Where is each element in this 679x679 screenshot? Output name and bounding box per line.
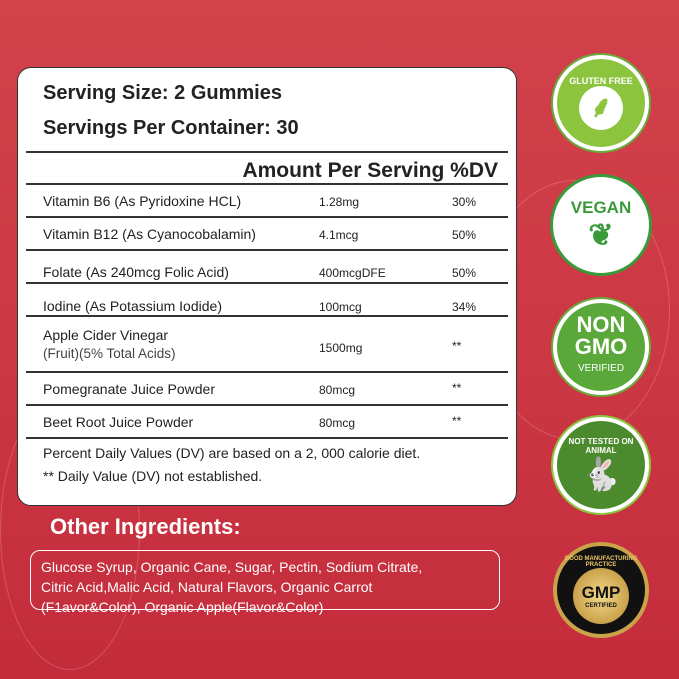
vegan-badge: VEGAN ❦: [553, 177, 649, 273]
divider: [26, 371, 508, 373]
gmp-certified-badge: GOOD MANUFACTURING PRACTICE GMP CERTIFIE…: [553, 542, 649, 638]
nutrient-name: Vitamin B12 (As Cyanocobalamin): [43, 226, 256, 242]
divider: [26, 315, 508, 317]
nutrient-amount: 80mcg: [319, 416, 356, 430]
nutrient-amount: 400mcgDFE: [319, 266, 386, 280]
badge-ring-text: GOOD MANUFACTURING PRACTICE: [564, 556, 638, 568]
amount-header: Amount Per Serving %DV: [242, 159, 498, 182]
nutrient-amount: 100mcg: [319, 300, 362, 314]
nutrient-amount: 1500mg: [319, 341, 363, 355]
divider: [26, 404, 508, 406]
divider: [26, 437, 508, 439]
footnote-not-established: ** Daily Value (DV) not established.: [43, 468, 263, 484]
ingredients-line: (F1avor&Color), Organic Apple(Flavor&Col…: [41, 599, 324, 615]
nutrient-amount: 80mcg: [319, 383, 356, 397]
badge-subtext: VERIFIED: [577, 363, 625, 374]
badge-text: NON GMO: [574, 312, 628, 359]
nutrient-amount: 4.1mcg: [319, 228, 359, 242]
gluten-free-badge: GLUTEN FREE ⸙: [553, 55, 649, 151]
nutrient-name: Pomegranate Juice Powder: [43, 381, 215, 397]
not-tested-on-animals-badge: NOT TESTED ON ANIMAL 🐇: [553, 417, 649, 513]
other-ingredients-box: Glucose Syrup, Organic Cane, Sugar, Pect…: [30, 550, 500, 615]
nutrient-name: Beet Root Juice Powder: [43, 414, 194, 430]
nutrient-subtext: (Fruit)(5% Total Acids): [43, 346, 176, 361]
divider: [26, 249, 508, 251]
badge-subtext: CERTIFIED: [585, 603, 617, 609]
wheat-icon: ⸙: [579, 86, 623, 130]
nutrient-dv: 50%: [452, 266, 477, 280]
nutrient-dv: 50%: [452, 228, 477, 242]
nutrient-dv: **: [452, 381, 462, 395]
divider: [26, 151, 508, 153]
nutrient-name: Iodine (As Potassium Iodide): [43, 298, 222, 314]
footnote-dv: Percent Daily Values (DV) are based on a…: [43, 445, 421, 461]
badge-text: GLUTEN FREE: [569, 76, 633, 86]
nutrient-name: Folate (As 240mcg Folic Acid): [43, 264, 229, 280]
badge-text: NOT TESTED ON ANIMAL: [568, 437, 634, 455]
ingredients-line: Citric Acid,Malic Acid, Natural Flavors,…: [41, 579, 373, 595]
nutrient-name: Apple Cider Vinegar: [43, 327, 169, 343]
non-gmo-badge: NON GMO VERIFIED: [553, 299, 649, 395]
nutrient-dv: 34%: [452, 300, 477, 314]
badge-text: GMP: [581, 583, 621, 602]
leaf-icon: ❦: [588, 218, 614, 252]
divider: [26, 282, 508, 284]
divider: [26, 183, 508, 185]
nutrient-dv: **: [452, 339, 462, 353]
serving-size: Serving Size: 2 Gummies: [43, 82, 282, 104]
ingredients-line: Glucose Syrup, Organic Cane, Sugar, Pect…: [41, 559, 423, 575]
divider: [26, 216, 508, 218]
nutrient-amount: 1.28mg: [319, 195, 360, 209]
servings-per-container: Servings Per Container: 30: [43, 117, 299, 139]
nutrient-dv: 30%: [452, 195, 477, 209]
badge-text: VEGAN: [570, 197, 632, 217]
gmp-seal: GMP CERTIFIED: [573, 568, 629, 624]
rabbit-icon: 🐇: [581, 456, 621, 492]
nutrient-name: Vitamin B6 (As Pyridoxine HCL): [43, 193, 242, 209]
nutrient-dv: **: [452, 414, 462, 428]
supplement-facts-panel: Serving Size: 2 Gummies Servings Per Con…: [17, 67, 517, 506]
other-ingredients-title: Other Ingredients:: [50, 514, 241, 539]
